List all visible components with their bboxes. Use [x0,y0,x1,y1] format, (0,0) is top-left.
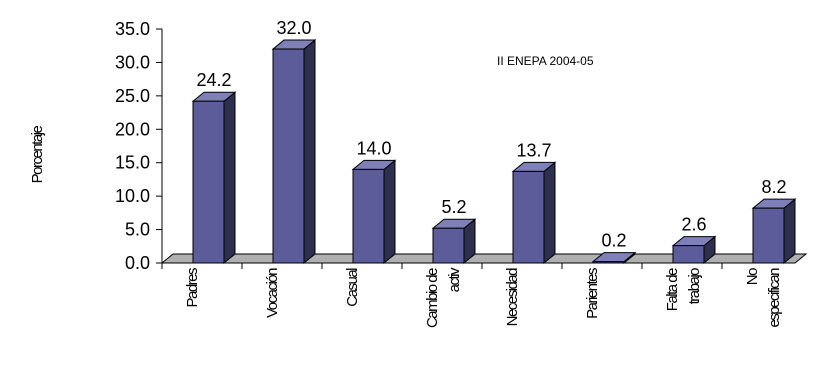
category-label: especifican [766,268,783,328]
bar [511,161,557,265]
chart-annotation: II ENEPA 2004-05 [497,54,594,68]
bar-front [752,207,785,264]
y-tick-labels: 0.0 5.0 10.0 15.0 20.0 25.0 30.0 35.0 [115,19,150,273]
bar [751,198,797,265]
data-label: 2.6 [681,215,706,235]
bar [191,91,237,265]
bar [591,251,637,265]
bar [271,39,317,265]
bar [351,159,397,265]
bar-front [272,48,305,264]
bar-side [223,91,236,265]
data-label: 24.2 [196,70,231,90]
bars [191,39,797,265]
y-axis [156,28,723,269]
data-label: 5.2 [441,197,466,217]
bar-side [543,161,556,265]
y-tick-label: 30.0 [115,52,150,72]
category-label: Casual [344,268,361,307]
data-label: 32.0 [276,18,311,38]
bar [671,235,717,265]
y-tick-label: 25.0 [115,86,150,106]
bar-front [192,100,225,264]
category-label: Necesidad [504,268,521,327]
category-label: No [744,268,761,285]
bar-front [672,245,705,264]
y-tick-label: 5.0 [125,220,150,240]
chart-floor [160,253,808,264]
bar-front [352,168,385,264]
category-label: activ [446,267,463,292]
category-label: Vocación [264,268,281,318]
category-label: Padres [184,268,201,308]
bar-side [783,198,796,265]
data-label: 13.7 [516,140,551,160]
bar-side [303,39,316,265]
bar-front [432,227,465,264]
bar [431,218,477,265]
bar-front [512,170,545,264]
y-tick-label: 10.0 [115,186,150,206]
data-label: 14.0 [356,138,391,158]
data-label: 0.2 [601,231,626,251]
category-label: Falta de [664,268,681,311]
category-label: Cambio de [424,268,441,328]
y-tick-label: 15.0 [115,153,150,173]
y-tick-label: 20.0 [115,119,150,139]
y-tick-label: 35.0 [115,19,150,39]
bar-front [592,261,625,264]
data-labels: 24.2 32.0 14.0 5.2 13.7 0.2 2.6 8.2 [196,18,786,251]
y-tick-label: 0.0 [125,253,150,273]
category-labels: Padres Vocación Casual Cambio de activ Necesi… [184,267,783,328]
floor-plane [160,253,808,264]
category-label: trabajo [686,268,703,305]
bar-side [383,159,396,265]
y-axis-label: Porcentaje [29,125,46,183]
data-label: 8.2 [761,177,786,197]
category-label: Parientes [584,268,601,319]
